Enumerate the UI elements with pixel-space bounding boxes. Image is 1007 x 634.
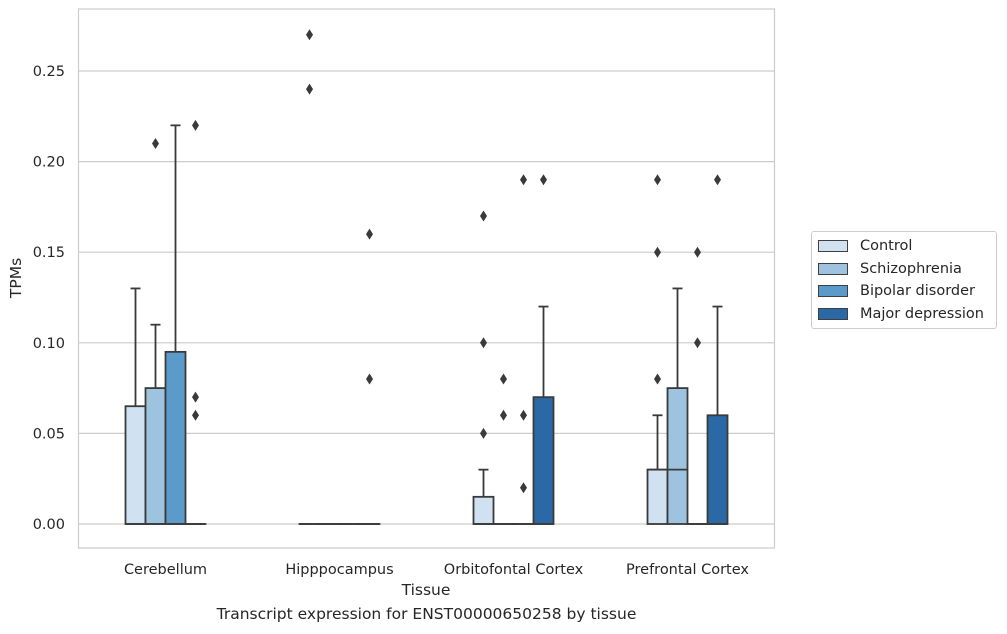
y-tick-label: 0.25 [33,64,65,80]
box-body [164,350,187,525]
box-3-1 [666,287,689,525]
legend-item-schizophrenia: Schizophrenia [812,258,996,281]
legend-item-major-depression: Major depression [812,303,996,326]
outlier-point [480,210,487,222]
legend-item-control: Control [812,235,996,258]
legend-swatch [818,285,848,298]
box-0-0 [124,287,147,525]
box-2-2 [512,174,535,525]
legend-label: Control [860,238,913,255]
legend-item-bipolar-disorder: Bipolar disorder [812,280,996,303]
outlier-point [480,337,487,349]
box-3-3 [706,174,729,525]
outlier-point [480,427,487,439]
y-axis-label: TPMs [7,258,25,299]
outlier-point [540,174,547,186]
boxes [124,29,729,525]
outlier-point [306,83,313,95]
legend-label: Bipolar disorder [860,283,975,300]
box-body [532,396,555,525]
outlier-point [366,373,373,385]
x-tick-label: Orbitofontal Cortex [444,562,584,578]
outlier-point [654,246,661,258]
y-tick-label: 0.10 [33,336,65,352]
x-tick-label: Hipppocampus [285,562,393,578]
box-2-1 [492,373,515,525]
x-axis-label: Tissue [401,581,451,599]
outlier-point [520,482,527,494]
outlier-point [694,246,701,258]
outlier-point [520,409,527,421]
box-0-1 [144,137,167,525]
outlier-point [500,373,507,385]
legend-swatch [818,307,848,320]
outlier-point [192,391,199,403]
outlier-point [694,337,701,349]
outlier-point [306,29,313,41]
y-tick-label: 0.20 [33,155,65,171]
box-0-2 [164,124,187,525]
outlier-point [366,228,373,240]
legend-label: Schizophrenia [860,260,962,277]
box-1-0 [298,29,321,525]
outlier-point [500,409,507,421]
box-body [472,495,495,525]
legend-swatch [818,240,848,253]
plot-frame [77,8,776,549]
outlier-point [714,174,721,186]
legend-swatch [818,262,848,275]
outlier-point [654,174,661,186]
x-tick-labels: Cerebellum Hipppocampus Orbitofontal Corte… [124,562,749,578]
box-body [124,405,147,525]
outlier-point [192,119,199,131]
outlier-point [654,373,661,385]
box-body [646,468,669,525]
outlier-point [192,409,199,421]
outlier-point [152,137,159,149]
x-tick-label: Prefrontal Cortex [626,562,749,578]
box-body [666,387,689,525]
legend-label: Major depression [860,305,984,322]
box-3-2 [686,246,709,525]
box-0-3 [184,119,207,525]
y-tick-labels: 0.00 0.05 0.10 0.15 0.20 0.25 [33,64,65,533]
box-2-3 [532,174,555,525]
y-tick-label: 0.05 [33,426,65,442]
box-body [706,414,729,525]
chart-caption: Transcript expression for ENST0000065025… [216,605,637,623]
box-1-3 [358,228,381,525]
box-body [144,387,167,525]
box-3-0 [646,174,669,525]
outlier-point [520,174,527,186]
legend: Control Schizophrenia Bipolar disorder M… [811,231,997,329]
y-tick-label: 0.15 [33,245,65,261]
x-tick-label: Cerebellum [124,562,207,578]
y-tick-label: 0.00 [33,517,65,533]
box-2-0 [472,210,495,525]
